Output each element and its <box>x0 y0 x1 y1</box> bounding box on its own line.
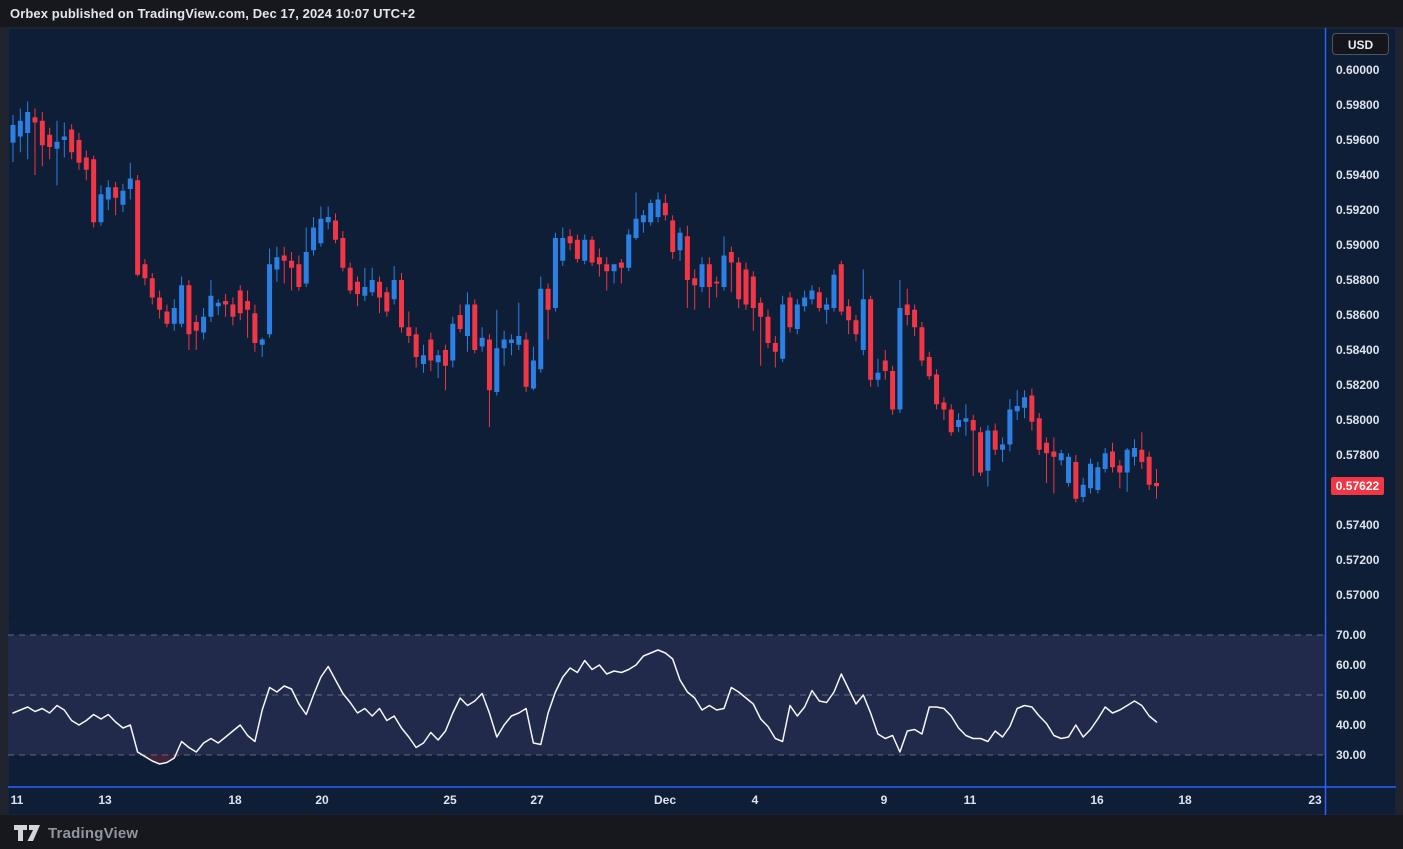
price-tick-label: 0.57800 <box>1336 448 1380 462</box>
footer-strip <box>0 815 1403 849</box>
price-tick-label: 0.59800 <box>1336 98 1380 112</box>
chart-canvas[interactable] <box>8 28 1325 787</box>
time-tick-label: 9 <box>880 793 888 807</box>
rsi-level-label: 50.00 <box>1336 688 1367 702</box>
price-tick-label: 0.58000 <box>1336 413 1380 427</box>
price-tick-label: 0.58600 <box>1336 308 1380 322</box>
price-tick-label: 0.58800 <box>1336 273 1380 287</box>
price-tick-label: 0.57000 <box>1336 588 1380 602</box>
tradingview-attribution[interactable]: TradingView <box>14 822 138 844</box>
current-price-tag: 0.57622 <box>1331 477 1384 496</box>
time-tick-label: 13 <box>98 793 112 807</box>
price-tick-label: 0.59200 <box>1336 203 1380 217</box>
time-tick-label: 11 <box>10 793 24 807</box>
tradingview-wordmark: TradingView <box>48 824 139 842</box>
time-tick-label: 27 <box>530 793 544 807</box>
time-tick-label: Dec <box>653 793 677 807</box>
time-tick-label: 16 <box>1090 793 1104 807</box>
time-tick-label: 25 <box>443 793 457 807</box>
time-tick-label: 4 <box>751 793 759 807</box>
header-strip <box>0 0 1403 27</box>
price-tick-label: 0.60000 <box>1336 63 1380 77</box>
time-axis[interactable]: 11 13 18 20 25 27 Dec 4 9 11 16 18 23 <box>8 787 1325 815</box>
price-tick-label: 0.58400 <box>1336 343 1380 357</box>
publish-caption: Orbex published on TradingView.com, Dec … <box>10 6 416 21</box>
time-tick-label: 23 <box>1308 793 1322 807</box>
price-tick-label: 0.59400 <box>1336 168 1380 182</box>
rsi-level-label: 60.00 <box>1336 658 1367 672</box>
rsi-level-label: 30.00 <box>1336 748 1367 762</box>
time-tick-label: 18 <box>228 793 242 807</box>
time-tick-label: 18 <box>1178 793 1192 807</box>
price-tick-label: 0.57400 <box>1336 518 1380 532</box>
price-tick-label: 0.59600 <box>1336 133 1380 147</box>
price-axis[interactable]: USD 0.57622 0.60000 0.59800 0.59600 0.59400… <box>1325 28 1396 815</box>
time-tick-label: 20 <box>315 793 329 807</box>
rsi-level-label: 70.00 <box>1336 628 1367 642</box>
tradingview-logo-icon <box>14 825 40 841</box>
time-tick-label: 11 <box>963 793 977 807</box>
price-tick-label: 0.59000 <box>1336 238 1380 252</box>
currency-toggle-button[interactable]: USD <box>1332 33 1389 55</box>
price-tick-label: 0.57200 <box>1336 553 1380 567</box>
rsi-level-label: 40.00 <box>1336 718 1367 732</box>
price-tick-label: 0.58200 <box>1336 378 1380 392</box>
